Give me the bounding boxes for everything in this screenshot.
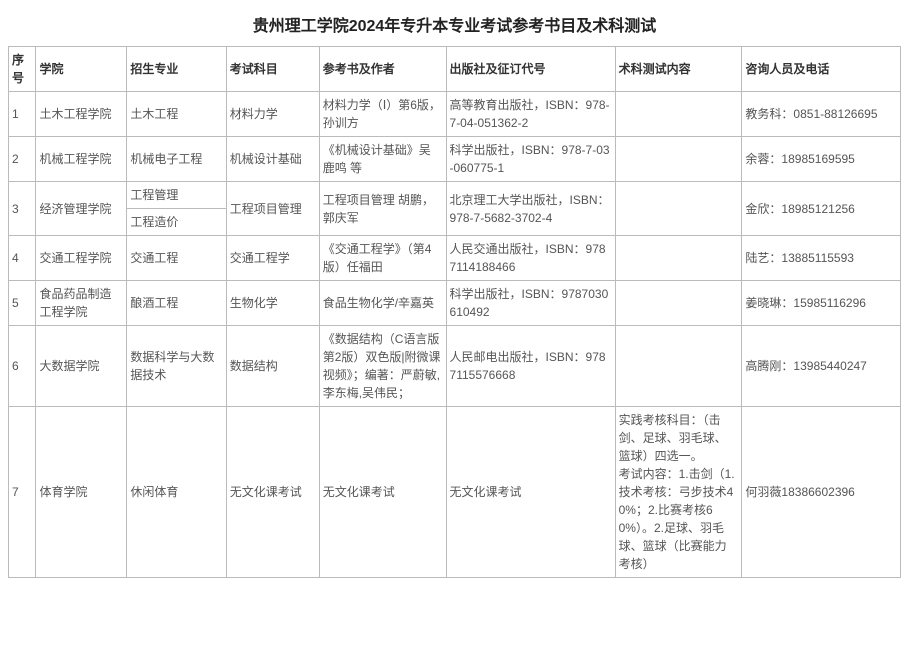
- cell-reference: 《机械设计基础》吴鹿鸣 等: [319, 137, 446, 182]
- cell-test-content: [615, 236, 742, 281]
- cell-test-content: [615, 92, 742, 137]
- cell-college: 土木工程学院: [36, 92, 127, 137]
- cell-subject: 数据结构: [226, 326, 319, 407]
- cell-reference: 材料力学（Ⅰ）第6版，孙训方: [319, 92, 446, 137]
- cell-major: 工程造价: [127, 209, 226, 236]
- th-contact: 咨询人员及电话: [742, 47, 901, 92]
- table-row: 5 食品药品制造工程学院 酿酒工程 生物化学 食品生物化学/辛嘉英 科学出版社，…: [9, 281, 901, 326]
- cell-college: 经济管理学院: [36, 182, 127, 236]
- th-college: 学院: [36, 47, 127, 92]
- cell-major: 土木工程: [127, 92, 226, 137]
- cell-subject: 无文化课考试: [226, 407, 319, 578]
- cell-seq: 2: [9, 137, 36, 182]
- reference-table: 序号 学院 招生专业 考试科目 参考书及作者 出版社及征订代号 术科测试内容 咨…: [8, 46, 901, 578]
- cell-seq: 6: [9, 326, 36, 407]
- cell-college: 大数据学院: [36, 326, 127, 407]
- cell-test-content: [615, 182, 742, 236]
- table-row: 3 经济管理学院 工程管理 工程项目管理 工程项目管理 胡鹏，郭庆军 北京理工大…: [9, 182, 901, 209]
- th-seq: 序号: [9, 47, 36, 92]
- table-row: 7 体育学院 休闲体育 无文化课考试 无文化课考试 无文化课考试 实践考核科目：…: [9, 407, 901, 578]
- th-reference: 参考书及作者: [319, 47, 446, 92]
- cell-reference: 工程项目管理 胡鹏，郭庆军: [319, 182, 446, 236]
- cell-major: 酿酒工程: [127, 281, 226, 326]
- th-major: 招生专业: [127, 47, 226, 92]
- cell-publisher: 高等教育出版社，ISBN：978-7-04-051362-2: [446, 92, 615, 137]
- cell-publisher: 无文化课考试: [446, 407, 615, 578]
- cell-contact: 教务科：0851-88126695: [742, 92, 901, 137]
- table-row: 2 机械工程学院 机械电子工程 机械设计基础 《机械设计基础》吴鹿鸣 等 科学出…: [9, 137, 901, 182]
- cell-contact: 姜晓琳：15985116296: [742, 281, 901, 326]
- table-row: 4 交通工程学院 交通工程 交通工程学 《交通工程学》（第4版）任福田 人民交通…: [9, 236, 901, 281]
- cell-subject: 生物化学: [226, 281, 319, 326]
- table-row: 1 土木工程学院 土木工程 材料力学 材料力学（Ⅰ）第6版，孙训方 高等教育出版…: [9, 92, 901, 137]
- cell-seq: 7: [9, 407, 36, 578]
- cell-publisher: 人民交通出版社，ISBN：9787114188466: [446, 236, 615, 281]
- cell-contact: 陆艺：13885115593: [742, 236, 901, 281]
- cell-college: 体育学院: [36, 407, 127, 578]
- cell-college: 交通工程学院: [36, 236, 127, 281]
- cell-test-content: 实践考核科目：（击剑、足球、羽毛球、篮球）四选一。 考试内容：1.击剑（1.技术…: [615, 407, 742, 578]
- table-row: 6 大数据学院 数据科学与大数据技术 数据结构 《数据结构（C语言版 第2版）双…: [9, 326, 901, 407]
- cell-publisher: 北京理工大学出版社，ISBN：978-7-5682-3702-4: [446, 182, 615, 236]
- cell-major: 数据科学与大数据技术: [127, 326, 226, 407]
- cell-contact: 余蓉：18985169595: [742, 137, 901, 182]
- th-publisher: 出版社及征订代号: [446, 47, 615, 92]
- cell-seq: 5: [9, 281, 36, 326]
- table-header-row: 序号 学院 招生专业 考试科目 参考书及作者 出版社及征订代号 术科测试内容 咨…: [9, 47, 901, 92]
- page-title: 贵州理工学院2024年专升本专业考试参考书目及术科测试: [8, 12, 901, 36]
- cell-publisher: 科学出版社，ISBN：9787030610492: [446, 281, 615, 326]
- cell-college: 机械工程学院: [36, 137, 127, 182]
- cell-test-content: [615, 326, 742, 407]
- cell-contact: 金欣：18985121256: [742, 182, 901, 236]
- cell-seq: 1: [9, 92, 36, 137]
- cell-seq: 3: [9, 182, 36, 236]
- cell-publisher: 科学出版社，ISBN：978-7-03-060775-1: [446, 137, 615, 182]
- cell-contact: 何羽薇18386602396: [742, 407, 901, 578]
- th-subject: 考试科目: [226, 47, 319, 92]
- cell-reference: 《数据结构（C语言版 第2版）双色版|附微课视频》；编著：严蔚敏,李东梅,吴伟民…: [319, 326, 446, 407]
- cell-major: 休闲体育: [127, 407, 226, 578]
- cell-subject: 机械设计基础: [226, 137, 319, 182]
- cell-major: 机械电子工程: [127, 137, 226, 182]
- cell-subject: 交通工程学: [226, 236, 319, 281]
- cell-contact: 高腾刚：13985440247: [742, 326, 901, 407]
- cell-major: 交通工程: [127, 236, 226, 281]
- cell-subject: 材料力学: [226, 92, 319, 137]
- cell-subject: 工程项目管理: [226, 182, 319, 236]
- cell-college: 食品药品制造工程学院: [36, 281, 127, 326]
- cell-reference: 《交通工程学》（第4版）任福田: [319, 236, 446, 281]
- cell-reference: 无文化课考试: [319, 407, 446, 578]
- cell-reference: 食品生物化学/辛嘉英: [319, 281, 446, 326]
- th-test-content: 术科测试内容: [615, 47, 742, 92]
- cell-test-content: [615, 137, 742, 182]
- cell-major: 工程管理: [127, 182, 226, 209]
- cell-publisher: 人民邮电出版社，ISBN：9787115576668: [446, 326, 615, 407]
- cell-test-content: [615, 281, 742, 326]
- cell-seq: 4: [9, 236, 36, 281]
